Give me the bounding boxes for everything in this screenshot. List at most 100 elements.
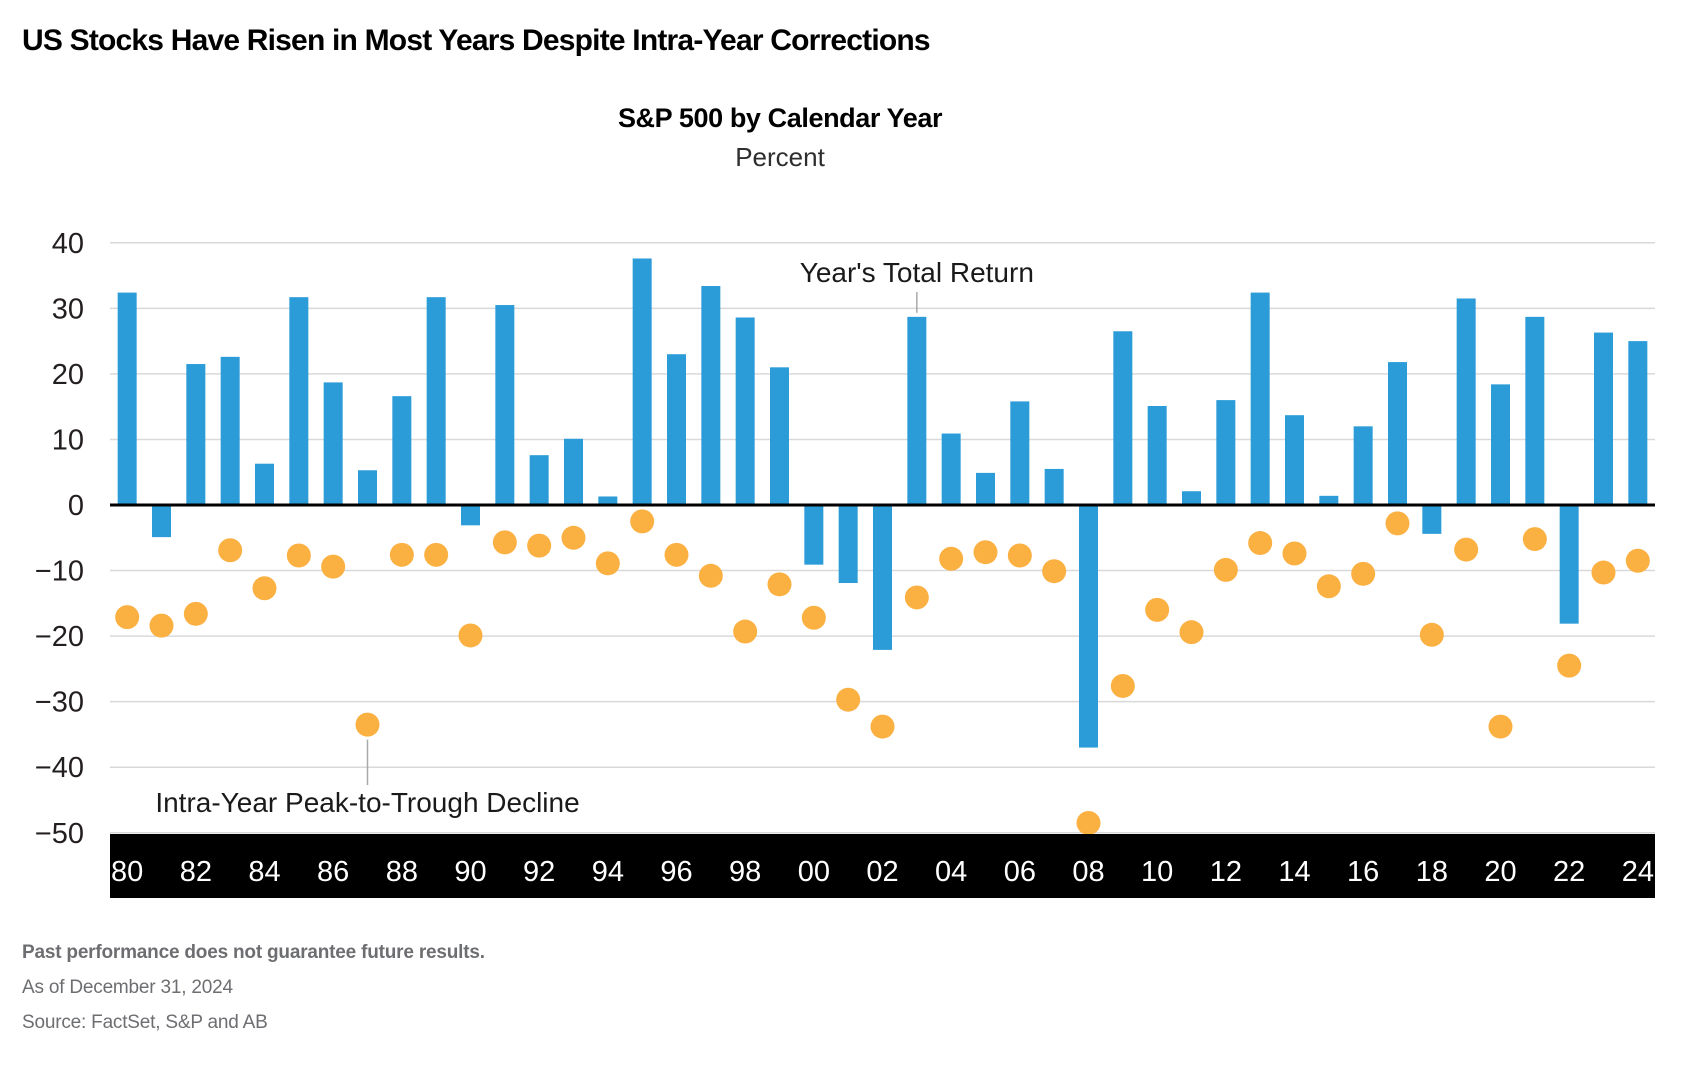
decline-dot-2015 [1316, 574, 1341, 599]
y-axis-label: 40 [52, 228, 84, 260]
x-axis-label: 22 [1553, 856, 1585, 888]
return-bar-2017 [1388, 362, 1407, 505]
decline-dot-2010 [1145, 597, 1170, 622]
x-axis-label: 92 [523, 856, 555, 888]
decline-dot-2020 [1488, 714, 1513, 739]
decline-dot-2004 [939, 546, 964, 571]
decline-dot-2001 [836, 687, 861, 712]
decline-dot-1997 [698, 563, 723, 588]
x-axis-label: 18 [1416, 856, 1448, 888]
decline-dot-2023 [1591, 560, 1616, 585]
return-bar-2004 [941, 433, 961, 505]
decline-dot-1980 [115, 605, 140, 630]
return-bar-1993 [564, 438, 583, 505]
return-bar-2003 [907, 316, 927, 505]
return-bar-2012 [1216, 400, 1236, 505]
decline-dot-1988 [389, 542, 414, 567]
return-bar-2005 [976, 472, 995, 505]
return-bar-1982 [186, 364, 206, 505]
y-axis-label: −40 [35, 752, 84, 784]
return-bar-1989 [426, 297, 446, 505]
return-bar-1986 [323, 382, 343, 505]
return-bar-1983 [220, 356, 240, 505]
return-bar-2023 [1594, 332, 1613, 505]
x-axis-band [110, 834, 1655, 898]
decline-dot-1986 [321, 554, 346, 579]
return-bar-2020 [1491, 384, 1510, 505]
x-axis-label: 10 [1141, 856, 1173, 888]
x-axis-label: 16 [1347, 856, 1379, 888]
page-title: US Stocks Have Risen in Most Years Despi… [22, 24, 931, 57]
decline-dot-1994 [595, 551, 620, 576]
decline-dot-2014 [1282, 541, 1307, 566]
x-axis-label: 86 [317, 856, 349, 888]
return-bar-2008 [1079, 505, 1098, 748]
decline-dot-2017 [1385, 511, 1410, 536]
decline-dot-2003 [904, 585, 929, 610]
chart-units-label: Percent [735, 142, 825, 172]
x-axis-label: 08 [1072, 856, 1104, 888]
x-axis-label: 84 [248, 856, 280, 888]
return-bar-1988 [392, 396, 412, 505]
return-bar-2015 [1319, 495, 1339, 505]
x-axis-label: 82 [180, 856, 212, 888]
decline-dot-2021 [1522, 527, 1547, 552]
return-bar-2013 [1250, 292, 1270, 505]
return-bar-1995 [632, 258, 652, 505]
decline-dot-2018 [1419, 622, 1444, 647]
decline-dot-1995 [630, 509, 655, 534]
decline-dot-2016 [1351, 561, 1376, 586]
annotation-intra-year-decline: Intra-Year Peak-to-Trough Decline [155, 787, 579, 818]
chart-title: S&P 500 by Calendar Year [617, 103, 943, 133]
return-bar-2018 [1422, 505, 1442, 534]
return-bar-1987 [358, 470, 377, 505]
decline-dot-1991 [492, 530, 517, 555]
return-bar-1990 [461, 505, 480, 526]
decline-dot-1999 [767, 572, 792, 597]
return-bar-2019 [1456, 298, 1476, 505]
y-axis-label: 30 [52, 293, 84, 325]
decline-dot-1998 [733, 619, 758, 644]
annotation-total-return: Year's Total Return [800, 257, 1034, 288]
x-axis-label: 00 [798, 856, 830, 888]
return-bar-2011 [1182, 491, 1201, 505]
y-axis-label: 0 [68, 490, 84, 522]
disclaimer-text: Past performance does not guarantee futu… [22, 942, 485, 963]
return-bar-1984 [255, 463, 274, 505]
y-axis-label: −20 [35, 621, 84, 653]
decline-dot-2011 [1179, 620, 1204, 645]
decline-dot-2022 [1557, 653, 1582, 678]
decline-dot-2024 [1625, 548, 1650, 573]
decline-dot-2012 [1213, 557, 1238, 582]
x-axis-label: 14 [1278, 856, 1310, 888]
x-axis-label: 02 [866, 856, 898, 888]
decline-dot-1985 [286, 543, 311, 568]
return-bar-1996 [667, 354, 686, 505]
return-bar-1998 [735, 317, 755, 505]
y-axis-label: 10 [52, 424, 84, 456]
return-bar-1991 [495, 305, 515, 505]
return-bar-1981 [152, 505, 171, 538]
x-axis-label: 06 [1004, 856, 1036, 888]
x-axis-label: 98 [729, 856, 761, 888]
return-bar-2014 [1285, 415, 1304, 505]
return-bar-2022 [1559, 505, 1579, 624]
decline-dot-1981 [149, 613, 174, 638]
return-bar-2010 [1147, 406, 1167, 505]
return-bar-2024 [1628, 341, 1648, 505]
x-axis-label: 04 [935, 856, 967, 888]
x-axis-label: 88 [386, 856, 418, 888]
return-bar-1997 [701, 286, 721, 505]
return-bar-2016 [1353, 426, 1373, 505]
decline-dot-1990 [458, 623, 483, 648]
decline-dot-1989 [424, 542, 449, 567]
return-bar-1994 [598, 496, 618, 505]
x-axis-label: 94 [592, 856, 624, 888]
return-bar-1992 [529, 455, 549, 505]
decline-dot-1987 [355, 712, 380, 737]
decline-dot-2006 [1007, 543, 1032, 568]
return-bar-2000 [804, 505, 824, 565]
decline-dot-2005 [973, 540, 998, 565]
